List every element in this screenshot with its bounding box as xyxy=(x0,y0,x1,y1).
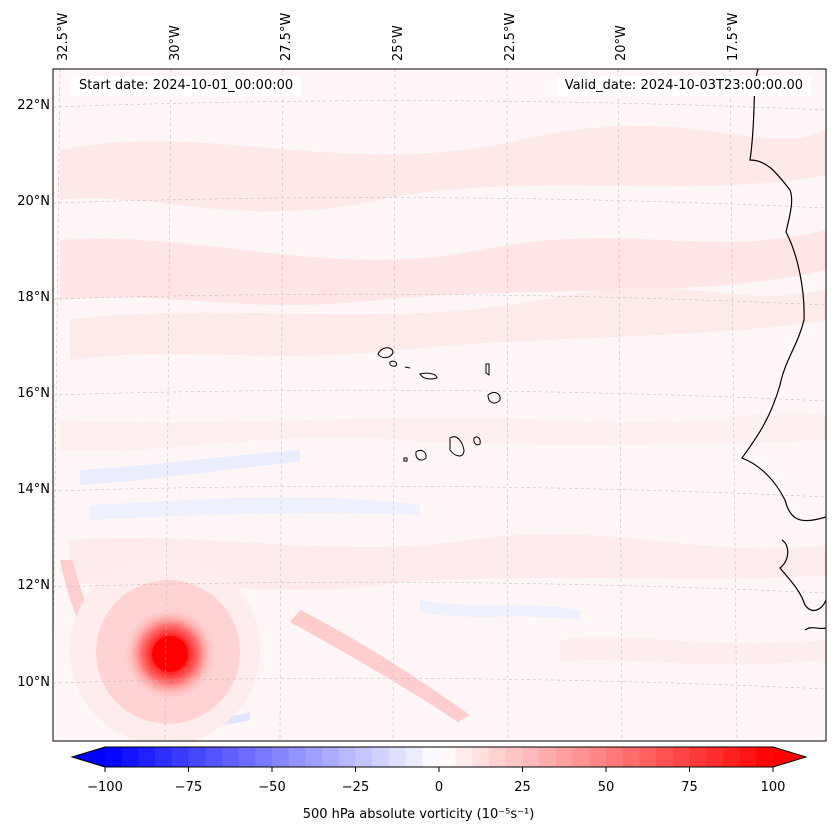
lat-label: 14°N xyxy=(17,482,50,497)
plot-area xyxy=(53,69,826,741)
colorbar-low-extend xyxy=(72,747,105,767)
colorbar-step xyxy=(305,747,323,767)
colorbar-step xyxy=(121,747,139,767)
colorbar-step xyxy=(105,747,123,767)
lat-label: 18°N xyxy=(17,290,50,305)
colorbar-step xyxy=(589,747,607,767)
colorbar-step xyxy=(505,747,524,767)
colorbar-step xyxy=(422,747,440,767)
colorbar-step xyxy=(672,747,691,767)
colorbar-step xyxy=(656,747,674,767)
colorbar-tick-label: 50 xyxy=(597,780,615,795)
colorbar-step xyxy=(338,747,357,767)
coastline xyxy=(741,69,826,631)
colorbar-step xyxy=(455,747,473,767)
lat-label: 20°N xyxy=(17,194,50,209)
lon-label: 25°W xyxy=(391,25,406,61)
colorbar-step xyxy=(722,747,741,767)
lat-label: 10°N xyxy=(17,675,50,690)
colorbar-step xyxy=(388,747,407,767)
colorbar-steps xyxy=(105,747,774,767)
colorbar-tick-label: 0 xyxy=(434,780,444,795)
colorbar-step xyxy=(171,747,190,767)
colorbar-step xyxy=(572,747,590,767)
cape-verde-islands xyxy=(377,347,501,462)
colorbar-tick-label: −100 xyxy=(87,780,123,795)
colorbar-step xyxy=(639,747,657,767)
colorbar-step xyxy=(221,747,240,767)
colorbar-step xyxy=(405,747,423,767)
colorbar-step xyxy=(155,747,173,767)
colorbar-step xyxy=(255,747,273,767)
colorbar-tick-label: 75 xyxy=(681,780,698,795)
colorbar-step xyxy=(322,747,340,767)
colorbar-step xyxy=(238,747,256,767)
lat-label: 12°N xyxy=(17,578,50,593)
colorbar-tick-label: −50 xyxy=(258,780,286,795)
plot-frame xyxy=(52,68,827,742)
colorbar-high-extend xyxy=(773,747,806,767)
lat-label: 22°N xyxy=(17,98,50,113)
lon-label: 17.5°W xyxy=(726,12,741,61)
colorbar-step xyxy=(756,747,774,767)
colorbar-step xyxy=(706,747,724,767)
colorbar-step xyxy=(205,747,223,767)
colorbar-step xyxy=(739,747,757,767)
colorbar-step xyxy=(138,747,156,767)
colorbar-step xyxy=(355,747,373,767)
colorbar-tick-label: 100 xyxy=(760,780,786,795)
colorbar-step xyxy=(689,747,707,767)
colorbar-step xyxy=(606,747,624,767)
valid-date-label: Valid_date: 2024-10-03T23:00:00.00 xyxy=(556,76,811,96)
vortex xyxy=(70,555,260,741)
lon-label: 32.5°W xyxy=(56,12,71,61)
colorbar-step xyxy=(622,747,640,767)
colorbar-tick-label: 25 xyxy=(514,780,531,795)
colorbar-step xyxy=(272,747,290,767)
colorbar-label: 500 hPa absolute vorticity (10⁻⁵s⁻¹) xyxy=(302,807,535,822)
colorbar-step xyxy=(489,747,507,767)
lat-label: 16°N xyxy=(17,386,50,401)
colorbar-step xyxy=(439,747,457,767)
colorbar xyxy=(70,746,808,772)
colorbar-tick-label: −25 xyxy=(341,780,370,795)
colorbar-step xyxy=(539,747,557,767)
start-date-label: Start date: 2024-10-01_00:00:00 xyxy=(71,76,302,96)
colorbar-step xyxy=(555,747,574,767)
colorbar-step xyxy=(288,747,306,767)
lon-label: 20°W xyxy=(614,25,629,61)
colorbar-step xyxy=(472,747,490,767)
colorbar-tickmarks xyxy=(104,767,774,772)
colorbar-step xyxy=(522,747,540,767)
colorbar-step xyxy=(188,747,206,767)
colorbar-step xyxy=(372,747,390,767)
lon-label: 22.5°W xyxy=(503,12,518,61)
colorbar-tick-label: −75 xyxy=(174,780,203,795)
lon-label: 27.5°W xyxy=(279,12,294,61)
lon-label: 30°W xyxy=(168,25,183,61)
